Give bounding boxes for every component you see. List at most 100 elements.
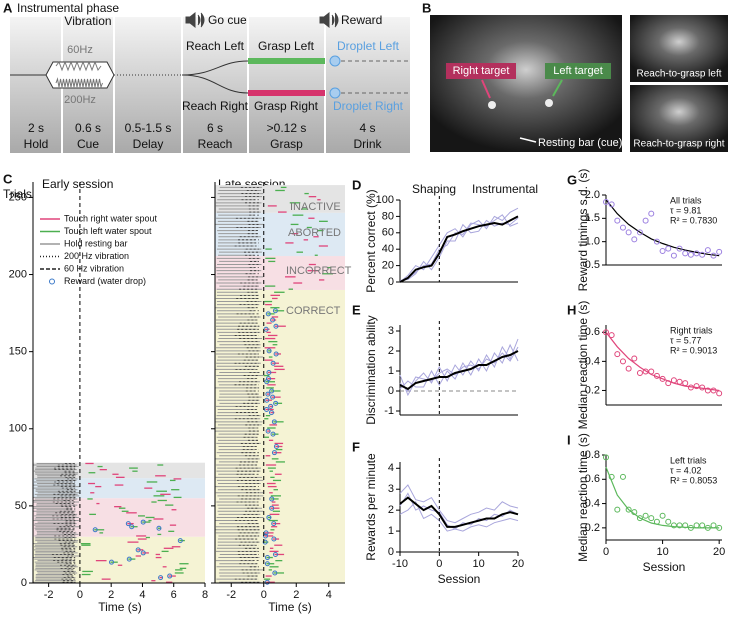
scatter-point [704,247,711,254]
reward-drop [273,400,279,406]
photo-label: Reach-to-grasp right [633,139,724,150]
go-cue-label: Go cue [208,13,247,27]
annotation: τ = 9.81 [670,205,701,215]
panel-a: A Instrumental phase Vibration 60Hz 200H… [3,0,410,153]
reward-drop [272,308,278,314]
legend-label: Touch right water spout [64,213,158,223]
reward-drop [125,521,131,527]
y-axis-title: Median reaction time (s) [576,433,590,562]
photo-left [630,15,728,82]
y-axis-title: Rewards per minute [364,453,378,561]
duration-label: >0.12 s [267,121,307,135]
scatter-point [603,199,609,205]
droplet-label: Droplet Right [333,99,404,113]
reward-drop [262,539,268,545]
x-tick-label: 10 [473,558,485,570]
y-tick-label: 4 [388,462,394,474]
y-tick-label: 0 [388,276,394,288]
droplet-right [329,87,341,99]
grasp-label: Grasp Left [258,39,315,53]
y-tick-label: 0 [388,546,394,558]
reward-drop [264,561,270,567]
reward-drop [266,348,272,354]
scatter-point [631,355,638,362]
arrow [552,79,563,97]
freq-label: 60Hz [67,44,93,56]
scatter-point [710,387,717,394]
photo-right [630,85,728,152]
x-tick-label: -10 [392,558,408,570]
scatter-point [603,329,609,336]
target [488,101,496,109]
photo-label: Resting bar (cue) [538,137,622,149]
y-axis-title: Trials [3,187,32,201]
x-tick-label: 20 [512,558,524,570]
reward-drop [109,559,115,565]
series-line [399,215,519,283]
reward-drop [167,573,173,579]
legend-label: Reward (water drop) [64,276,146,286]
duration-label: 4 s [359,121,375,135]
y-tick-label: 1.5 [585,212,600,224]
panel-label: B [422,0,431,15]
subplot-title: Early session [42,177,113,191]
scatter-point [619,224,626,231]
panel-label: E [352,302,361,317]
y-tick-label: 2.0 [585,189,600,201]
panel-label: I [567,432,571,447]
reward-drop [268,410,274,416]
panel-label: H [567,302,576,317]
outcome-label: ABORTED [288,227,341,239]
scatter-point [636,370,643,376]
duration-label: 6 s [207,121,223,135]
reward-drop [265,391,271,397]
scatter-point [619,358,626,365]
annotation: Shaping [412,182,456,196]
reward-drop [135,547,141,553]
target [545,99,553,107]
annotation: Left trials [670,455,707,465]
reward-drop [264,555,270,561]
reward-drop [264,406,270,412]
scatter-point [687,524,694,531]
scatter-point [665,518,672,525]
reward-drop [273,444,279,450]
vibration-60hz [55,60,102,72]
y-tick-label: 0 [388,385,394,397]
scatter-point [619,473,626,480]
y-tick-label: 100 [9,423,27,435]
scatter-point [710,522,717,529]
reward-drop [264,579,270,585]
x-tick-label: 4 [139,589,145,601]
outcome-band [33,536,205,583]
fit-curve [605,199,720,257]
y-tick-label: 3 [388,483,394,495]
reward-drop [264,397,270,403]
reward-drop [266,514,272,520]
phase-label: Delay [133,137,164,151]
reward-drop [269,388,275,394]
outcome-label: INCORRECT [286,265,352,277]
scatter-point [642,368,649,375]
x-tick-label: 6 [171,589,177,601]
reward-drop [268,403,274,409]
legend-marker [49,278,55,285]
reward-label: Reward [341,13,382,27]
x-axis-title: Time (s) [268,600,312,614]
phase-label: Hold [24,137,49,151]
vibration-label: Vibration [64,14,111,28]
photo-label: Right target [453,65,510,77]
x-tick-label: 0 [77,589,83,601]
reward-drop [270,394,276,400]
reach-label: Reach Left [186,39,245,53]
y-tick-label: 0.2 [585,384,600,396]
series-line [399,500,519,532]
scatter-point [659,248,666,254]
y-tick-label: 0.6 [585,473,600,485]
scatter-point [693,383,700,390]
reward-drop [265,428,271,434]
phase-label: Cue [77,137,99,151]
scatter-point [659,375,666,382]
panel-label: G [567,172,577,187]
scatter-point [614,351,621,358]
